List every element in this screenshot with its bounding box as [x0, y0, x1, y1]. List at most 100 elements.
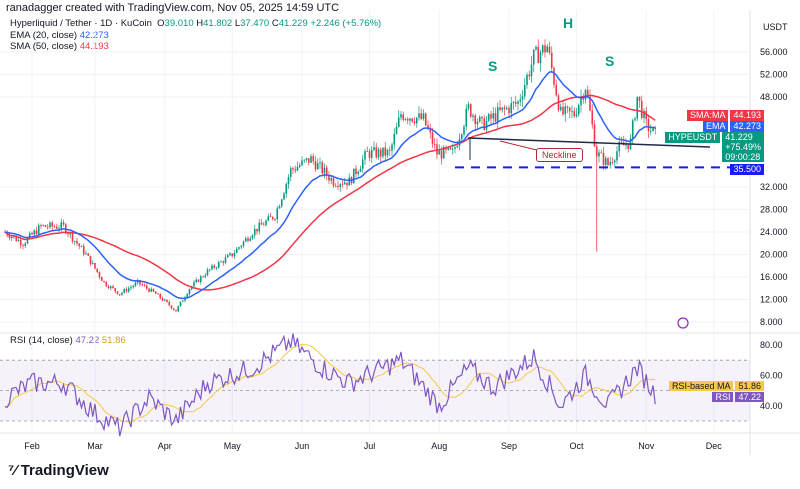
candle-body — [404, 118, 407, 120]
credit-text: ranadagger created with TradingView.com,… — [6, 2, 340, 14]
candle-body — [35, 230, 38, 235]
candle-body — [386, 149, 389, 156]
candle-body — [474, 115, 477, 125]
candle-body — [429, 128, 432, 133]
ema-value: 42.273 — [79, 29, 109, 41]
candle-body — [548, 46, 551, 53]
candle-body — [98, 272, 101, 278]
candle-body — [53, 226, 56, 228]
candle-body — [467, 104, 470, 109]
symbol-title[interactable]: Hyperliquid / Tether · 1D · KuCoin — [10, 18, 152, 29]
candle-body — [267, 216, 270, 221]
candle-body — [564, 106, 567, 115]
candle-body — [433, 143, 436, 145]
candle-body — [492, 113, 495, 119]
candle-body — [541, 45, 544, 53]
candle-body — [208, 269, 211, 271]
candle-body — [157, 293, 159, 295]
candle-body — [330, 178, 333, 181]
candle-body — [575, 114, 578, 117]
candle-body — [418, 113, 420, 118]
candle-body — [496, 107, 499, 122]
candle-body — [278, 206, 281, 209]
ema-tag-row: EMA 42.273 — [702, 121, 764, 132]
candle-body — [393, 134, 396, 145]
candle-body — [253, 228, 256, 236]
bar-countdown: 09:00:28 — [725, 152, 761, 162]
candle-body — [427, 125, 429, 129]
candle-body — [235, 248, 238, 254]
candle-body — [397, 117, 400, 127]
candle-body — [8, 235, 11, 239]
candle-body — [231, 253, 234, 257]
candle-body — [654, 127, 657, 130]
candle-body — [80, 246, 83, 247]
candle-body — [625, 144, 627, 146]
last-price-tag-row: HYPEUSDT 41.229 +75.49% 09:00:28 — [665, 132, 764, 162]
candle-body — [328, 175, 330, 181]
candle-body — [204, 275, 207, 277]
candle-body — [643, 110, 645, 119]
candle-body — [460, 134, 463, 140]
head-label: H — [563, 15, 574, 31]
time-tick-label: Mar — [87, 441, 103, 451]
candle-body — [631, 120, 634, 139]
candle-body — [46, 226, 49, 228]
candle-body — [10, 236, 13, 239]
candle-body — [357, 171, 360, 175]
rsi-ma-value: 51.86 — [101, 335, 126, 346]
time-tick-label: Sep — [501, 441, 517, 451]
ema-label[interactable]: EMA (20, close) — [10, 29, 78, 41]
candle-body — [604, 158, 607, 165]
candle-body — [152, 288, 155, 292]
ema-price-tag: 42.273 — [730, 121, 764, 132]
candle-body — [634, 118, 636, 121]
candle-body — [229, 253, 231, 256]
rsi-label[interactable]: RSI (14, close) — [10, 335, 73, 346]
price-tick-label: 28.000 — [760, 205, 788, 215]
tradingview-logo[interactable]: ⁷⁄ TradingView — [8, 462, 109, 479]
candle-body — [40, 225, 42, 227]
event-marker-icon — [677, 317, 689, 329]
support-price-tag: 35.500 — [730, 164, 764, 175]
candle-body — [105, 281, 108, 287]
candle-body — [31, 233, 33, 235]
candle-body — [287, 177, 290, 184]
price-tick-label: 12.000 — [760, 295, 788, 305]
candle-body — [562, 106, 564, 115]
candle-body — [517, 101, 519, 104]
candle-body — [485, 120, 488, 130]
candle-body — [280, 199, 283, 207]
candle-body — [69, 232, 72, 235]
currency-label: USDT — [763, 22, 788, 32]
candle-body — [595, 146, 598, 157]
candle-body — [181, 300, 184, 302]
candle-body — [256, 228, 258, 232]
time-tick-label: Jul — [364, 441, 376, 451]
candle-body — [370, 149, 373, 158]
candle-body — [161, 298, 164, 301]
candle-body — [186, 294, 189, 298]
candle-body — [406, 118, 409, 121]
candle-body — [539, 52, 542, 63]
candle-body — [91, 263, 94, 265]
candle-body — [19, 239, 22, 246]
candle-body — [355, 168, 357, 175]
candle-body — [202, 276, 204, 278]
candle-body — [42, 225, 45, 226]
candle-body — [22, 245, 24, 247]
candle-body — [449, 147, 452, 150]
candle-body — [494, 113, 497, 122]
candle-body — [233, 253, 236, 257]
candle-body — [175, 309, 177, 312]
sma-label[interactable]: SMA (50, close) — [10, 41, 78, 52]
candle-body — [265, 220, 267, 226]
candle-body — [172, 308, 175, 310]
candle-body — [240, 245, 243, 248]
candle-body — [303, 159, 306, 161]
candle-body — [17, 239, 20, 242]
candle-body — [337, 185, 339, 187]
rsi-tick-label: 60.00 — [760, 370, 783, 380]
candle-body — [620, 141, 623, 143]
